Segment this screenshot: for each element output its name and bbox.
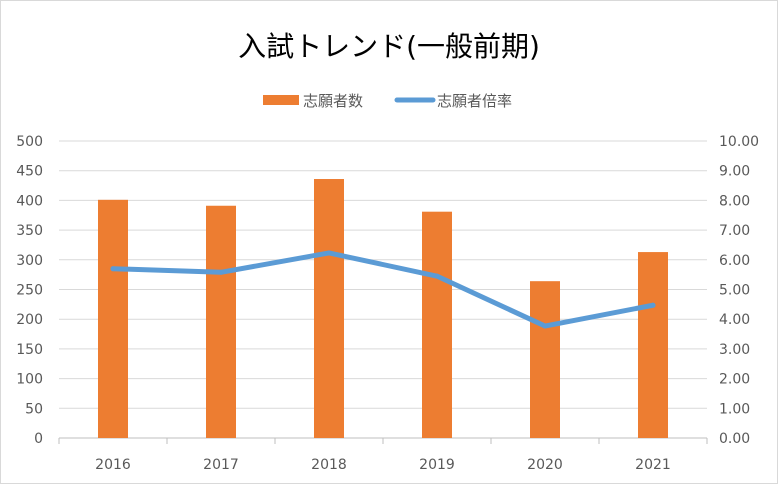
y-right-tick-label: 6.00 <box>719 253 750 269</box>
y-right-tick-label: 3.00 <box>719 342 750 358</box>
bar <box>530 281 560 438</box>
y-left-tick-label: 300 <box>16 253 43 269</box>
y-right-tick-label: 9.00 <box>719 164 750 180</box>
x-tick-label: 2017 <box>203 457 239 473</box>
line-point <box>434 273 440 279</box>
line-point <box>110 266 116 272</box>
y-axis-right: 0.00 1.00 2.00 3.00 4.00 5.00 6.00 7.00 8.00 9.00… <box>719 134 759 447</box>
y-right-tick-label: 0.00 <box>719 431 750 447</box>
chart-title: 入試トレンド(一般前期) <box>238 30 540 63</box>
legend-label: 志願者数 <box>303 92 363 110</box>
x-tick-label: 2018 <box>311 457 347 473</box>
y-left-tick-label: 0 <box>34 431 43 447</box>
bar <box>422 211 452 438</box>
legend-item: 志願者数 <box>263 92 363 110</box>
legend-item: 志願者倍率 <box>394 92 512 110</box>
x-axis: 2016 2017 2018 2019 2020 2021 <box>58 437 708 473</box>
legend-swatch-bar <box>263 95 299 105</box>
line-point <box>218 269 224 275</box>
y-left-tick-label: 200 <box>16 312 43 328</box>
y-left-tick-label: 150 <box>16 342 43 358</box>
y-left-tick-label: 50 <box>25 401 43 417</box>
line-point <box>326 250 332 256</box>
x-tick-label: 2019 <box>419 457 455 473</box>
y-right-tick-label: 2.00 <box>719 372 750 388</box>
y-left-tick-label: 450 <box>16 164 43 180</box>
y-left-tick-label: 250 <box>16 283 43 299</box>
y-left-tick-label: 400 <box>16 193 43 209</box>
line-point <box>650 302 656 308</box>
bar <box>98 199 128 438</box>
legend: 志願者数 志願者倍率 <box>263 92 512 110</box>
x-tick-label: 2016 <box>95 457 131 473</box>
y-axis-left: 0 50 100 150 200 250 300 350 400 450 500 <box>16 134 43 447</box>
y-right-tick-label: 10.00 <box>719 134 759 150</box>
bar <box>314 179 344 439</box>
bar <box>206 205 236 438</box>
x-tick-label: 2020 <box>527 457 563 473</box>
bar-series <box>98 179 668 439</box>
y-left-tick-label: 350 <box>16 223 43 239</box>
y-right-tick-label: 8.00 <box>719 193 750 209</box>
y-right-tick-label: 7.00 <box>719 223 750 239</box>
y-left-tick-label: 500 <box>16 134 43 150</box>
y-right-tick-label: 4.00 <box>719 312 750 328</box>
x-tick-label: 2021 <box>635 457 671 473</box>
bar <box>638 252 668 438</box>
y-left-tick-label: 100 <box>16 372 43 388</box>
series-line <box>110 250 656 329</box>
line-series <box>110 250 656 329</box>
legend-label: 志願者倍率 <box>437 92 512 110</box>
gridlines <box>59 140 707 409</box>
y-right-tick-label: 1.00 <box>719 401 750 417</box>
y-right-tick-label: 5.00 <box>719 283 750 299</box>
line-point <box>542 323 548 329</box>
